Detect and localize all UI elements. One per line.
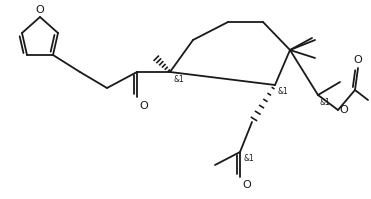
Text: O: O [339, 105, 348, 115]
Text: O: O [242, 180, 251, 190]
Text: &1: &1 [320, 98, 331, 107]
Text: O: O [354, 55, 362, 65]
Text: O: O [36, 5, 45, 15]
Text: O: O [139, 101, 148, 111]
Text: &1: &1 [278, 87, 289, 96]
Text: &1: &1 [243, 154, 254, 163]
Text: &1: &1 [173, 75, 184, 84]
